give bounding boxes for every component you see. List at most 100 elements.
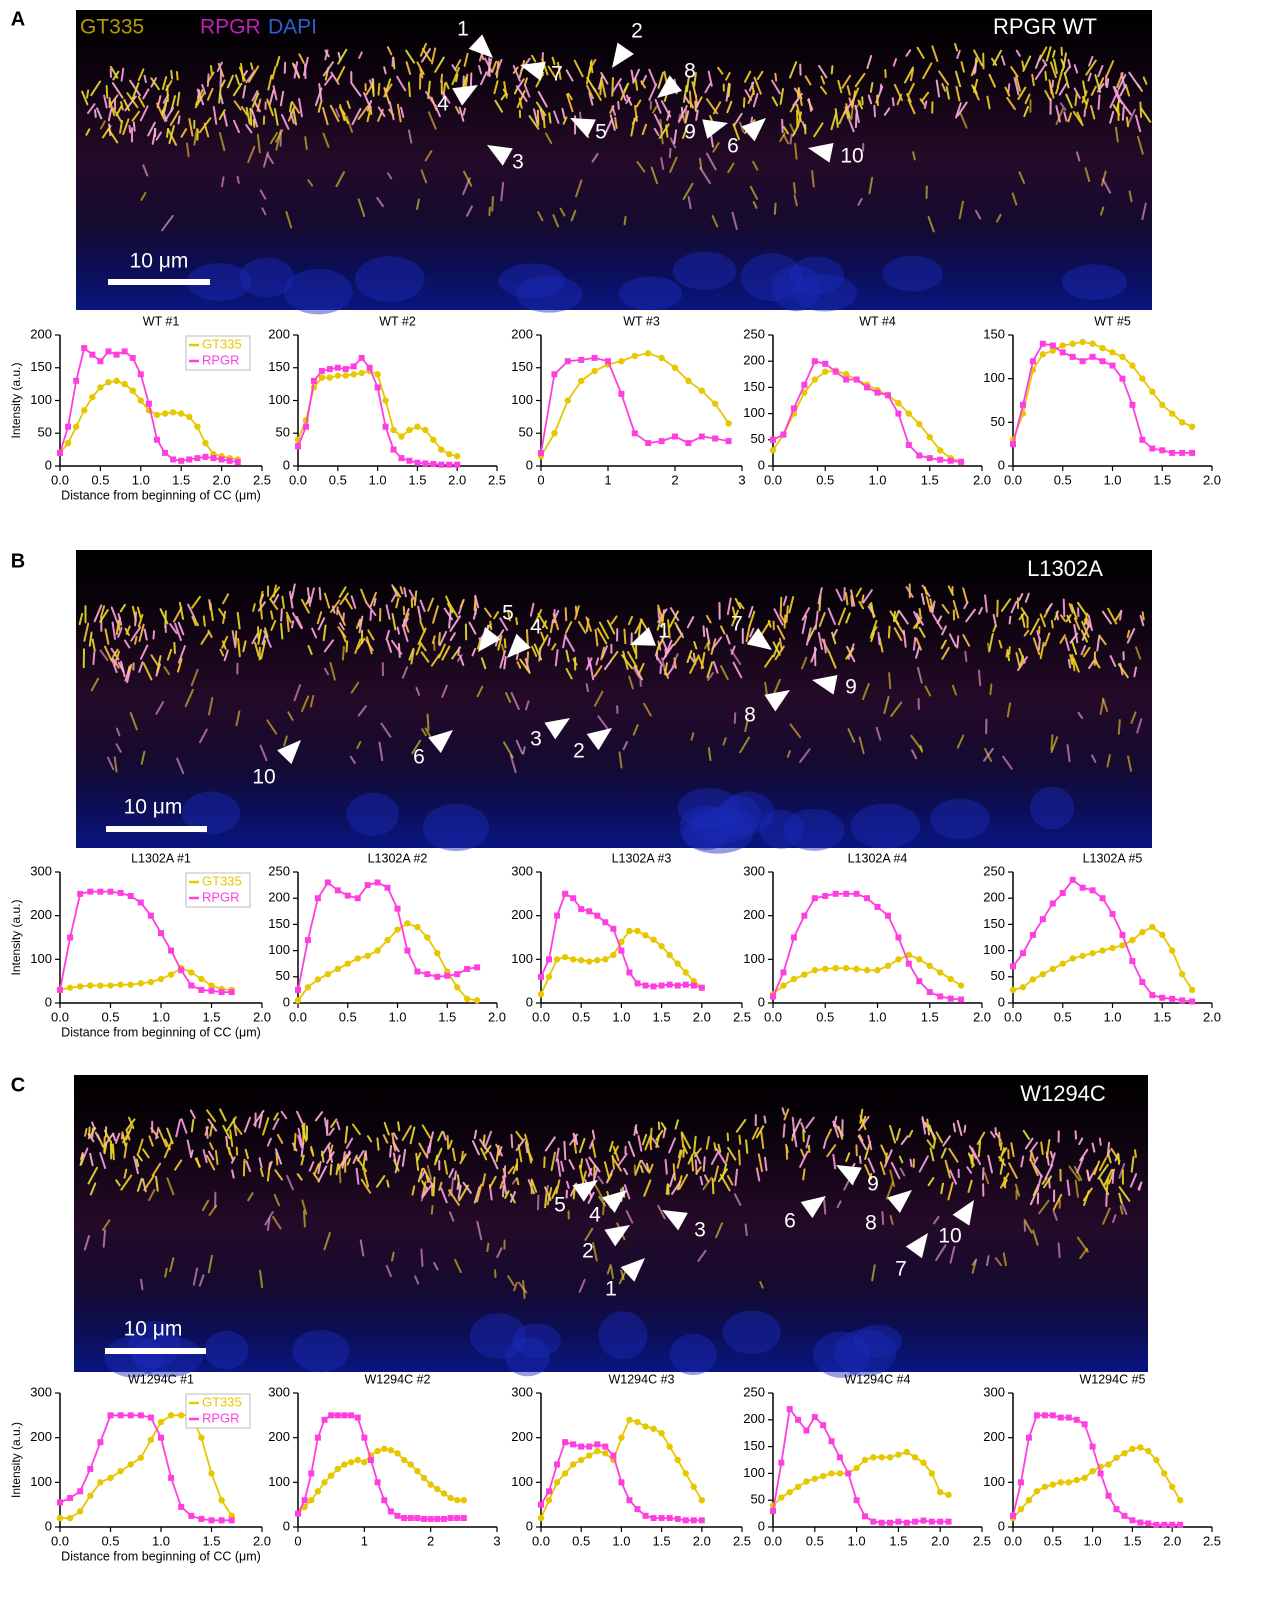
y-tick-label: 200 <box>743 907 765 922</box>
point <box>315 976 321 982</box>
nucleus <box>355 256 425 302</box>
point <box>198 1516 204 1522</box>
point <box>414 1515 420 1521</box>
x-tick-label: 0.0 <box>289 1009 307 1024</box>
cilium <box>1008 84 1009 92</box>
point <box>1129 1517 1135 1523</box>
point <box>168 971 174 977</box>
arrow-label: 10 <box>938 1225 961 1248</box>
y-tick-label: 200 <box>743 353 765 368</box>
y-tick-label: 200 <box>743 1411 765 1426</box>
point <box>401 1457 407 1463</box>
cilium <box>165 611 166 627</box>
y-tick-label: 100 <box>511 951 533 966</box>
point <box>81 345 87 351</box>
point <box>699 1517 705 1523</box>
arrow-label: 9 <box>867 1173 879 1196</box>
cilium <box>714 1143 715 1150</box>
point <box>114 352 120 358</box>
y-tick-label: 300 <box>511 863 533 878</box>
x-tick-label: 0 <box>294 1533 301 1548</box>
point <box>367 365 373 371</box>
point <box>202 440 208 446</box>
point <box>138 900 144 906</box>
x-tick-label: 1.5 <box>921 1009 939 1024</box>
point <box>833 891 839 897</box>
cilium <box>704 1157 705 1171</box>
point <box>780 432 786 438</box>
cilium <box>543 112 544 127</box>
point <box>1119 932 1125 938</box>
point <box>672 434 678 440</box>
point <box>375 384 381 390</box>
point <box>1109 349 1115 355</box>
cilium <box>979 670 980 685</box>
point <box>209 988 215 994</box>
point <box>594 1441 600 1447</box>
point <box>699 985 705 991</box>
point <box>158 976 164 982</box>
point <box>780 969 786 975</box>
cilium <box>1052 621 1053 628</box>
arrow-label: 2 <box>573 740 585 763</box>
point <box>634 1419 640 1425</box>
point <box>594 913 600 919</box>
point <box>822 368 828 374</box>
y-tick-label: 0 <box>283 1518 290 1533</box>
point <box>178 1412 184 1418</box>
point <box>570 895 576 901</box>
y-tick-label: 50 <box>991 968 1005 983</box>
series-line <box>60 1415 232 1518</box>
cilium <box>238 177 239 183</box>
chart-title: L1302A #5 <box>1083 851 1143 865</box>
point <box>434 974 440 980</box>
point <box>551 430 557 436</box>
x-tick-label: 1.0 <box>152 1009 170 1024</box>
point <box>642 932 648 938</box>
y-tick-label: 100 <box>743 405 765 420</box>
x-tick-label: 0.0 <box>532 1009 550 1024</box>
point <box>1070 341 1076 347</box>
cilium <box>378 84 379 95</box>
x-tick-label: 0 <box>537 472 544 487</box>
series-line <box>541 353 729 456</box>
x-tick-label: 1.5 <box>1153 472 1171 487</box>
point <box>374 1448 380 1454</box>
point <box>1153 1522 1159 1528</box>
cilium <box>878 633 879 644</box>
x-tick-label: 0.0 <box>1004 1009 1022 1024</box>
point <box>546 956 552 962</box>
nucleus <box>516 276 583 313</box>
cilium <box>581 1159 582 1168</box>
point <box>1100 358 1106 364</box>
point <box>602 919 608 925</box>
x-tick-label: 2.0 <box>973 1009 991 1024</box>
cilium <box>504 657 505 668</box>
point <box>1189 424 1195 430</box>
point <box>414 924 420 930</box>
point <box>833 369 839 375</box>
point <box>1159 995 1165 1001</box>
y-tick-label: 200 <box>30 326 52 341</box>
point <box>424 971 430 977</box>
cilium <box>670 149 671 157</box>
y-tick-label: 250 <box>743 326 765 341</box>
point <box>578 357 584 363</box>
nucleus <box>598 1311 647 1359</box>
y-tick-label: 300 <box>743 863 765 878</box>
x-tick-label: 1.5 <box>889 1533 907 1548</box>
panel-title: W1294C <box>1020 1081 1106 1106</box>
cilium <box>965 652 966 661</box>
y-tick-label: 150 <box>268 916 290 931</box>
x-tick-label: 0.5 <box>91 472 109 487</box>
point <box>1066 1415 1072 1421</box>
point <box>454 984 460 990</box>
x-tick-label: 1.5 <box>438 1009 456 1024</box>
x-tick-label: 1.0 <box>848 1533 866 1548</box>
point <box>121 381 127 387</box>
point <box>311 378 317 384</box>
x-tick-label: 2.5 <box>253 472 271 487</box>
point <box>1020 402 1026 408</box>
point <box>1137 1444 1143 1450</box>
point <box>1080 885 1086 891</box>
